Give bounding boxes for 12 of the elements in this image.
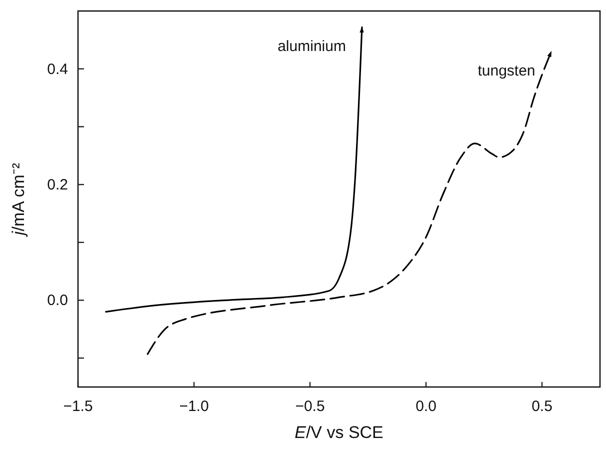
y-tick-label: 0.0 bbox=[47, 292, 68, 310]
series-label: aluminium bbox=[278, 38, 346, 56]
x-tick-label: −0.5 bbox=[295, 398, 325, 415]
y-tick-label: 0.2 bbox=[47, 176, 68, 194]
x-tick-label: −1.0 bbox=[179, 398, 209, 415]
y-axis-title: j/mA cm⁻² bbox=[9, 162, 28, 238]
y-tick-label: 0.4 bbox=[47, 60, 68, 78]
x-tick-label: 0.0 bbox=[416, 398, 436, 415]
x-axis-title: E/V vs SCE bbox=[294, 423, 384, 442]
x-tick-label: 0.5 bbox=[532, 398, 552, 415]
x-tick-label: −1.5 bbox=[63, 398, 93, 415]
series-label: tungsten bbox=[478, 62, 536, 80]
